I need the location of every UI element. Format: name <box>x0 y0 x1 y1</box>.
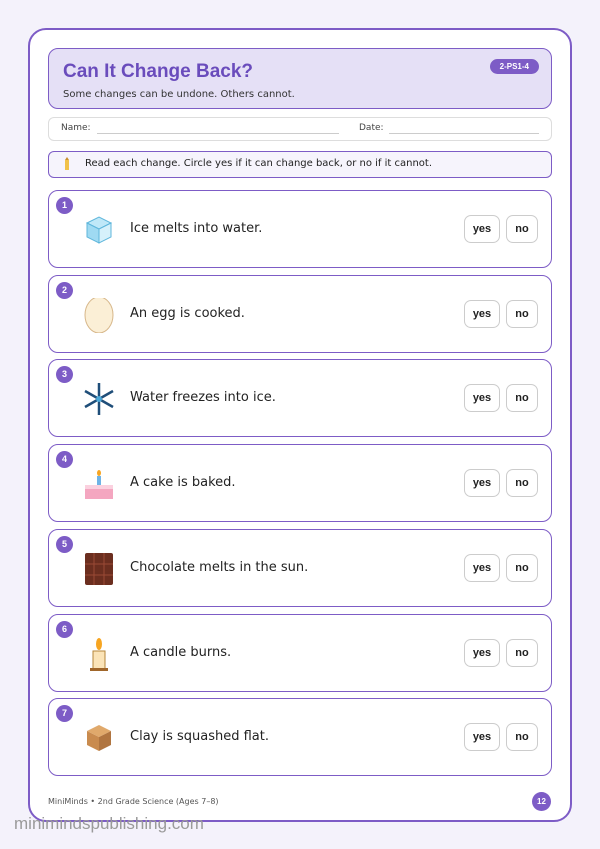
yes-button[interactable]: yes <box>464 723 500 752</box>
no-button[interactable]: no <box>506 553 538 582</box>
item-card: 5 Chocolate melts in the sun. yes no <box>48 528 552 607</box>
item-icon <box>87 725 111 752</box>
fields: Name: Date: <box>48 117 552 141</box>
item-icon <box>85 216 113 244</box>
watermark: minimindspublishing.com <box>14 814 204 833</box>
yes-button[interactable]: yes <box>464 638 500 667</box>
yes-button[interactable]: yes <box>464 553 500 582</box>
item-icon <box>85 552 113 585</box>
instruction-box: Read each change. Circle yes if it can c… <box>48 151 552 178</box>
page-number: 12 <box>532 792 551 811</box>
item-number: 7 <box>56 705 73 723</box>
subtitle: Some changes can be undone. Others canno… <box>63 89 295 100</box>
item-text: Clay is squashed flat. <box>130 729 270 745</box>
date-line <box>389 133 539 134</box>
item-card: 3 Water freezes into ice. yes no <box>48 359 552 438</box>
instruction: Read each change. Circle yes if it can c… <box>85 158 432 169</box>
item-number: 3 <box>56 366 73 384</box>
item-text: An egg is cooked. <box>130 305 245 321</box>
yes-button[interactable]: yes <box>464 469 500 498</box>
yes-button[interactable]: yes <box>464 299 500 328</box>
footer-credit: MiniMinds • 2nd Grade Science (Ages 7–8) <box>48 797 219 806</box>
item-icon <box>85 470 113 500</box>
item-card: 6 A candle burns. yes no <box>48 613 552 692</box>
yes-button[interactable]: yes <box>464 215 500 243</box>
item-number: 6 <box>56 620 73 638</box>
badge: 2-PS1-4 <box>489 59 539 74</box>
item-icon <box>84 297 114 333</box>
date-label: Date: <box>359 123 384 133</box>
item-text: Ice melts into water. <box>130 221 263 236</box>
item-icon <box>84 383 114 416</box>
name-line <box>97 133 339 134</box>
item-number: 4 <box>56 451 73 469</box>
item-card: 4 A cake is baked. yes no <box>48 444 552 523</box>
item-text: A cake is baked. <box>130 475 236 491</box>
item-number: 5 <box>56 535 73 553</box>
item-card: 2 An egg is cooked. yes no <box>48 274 552 353</box>
item-icon <box>90 637 108 671</box>
name-label: Name: <box>61 123 91 133</box>
item-text: A candle burns. <box>130 644 232 660</box>
item-text: Water freezes into ice. <box>130 390 276 406</box>
no-button[interactable]: no <box>506 723 538 752</box>
item-card: 7 Clay is squashed flat. yes no <box>48 698 552 777</box>
pencil-icon <box>65 157 69 170</box>
no-button[interactable]: no <box>506 384 538 413</box>
no-button[interactable]: no <box>506 469 538 498</box>
no-button[interactable]: no <box>506 299 538 328</box>
item-text: Chocolate melts in the sun. <box>130 559 309 575</box>
yes-button[interactable]: yes <box>464 384 500 413</box>
header: Can It Change Back? Some changes can be … <box>48 48 552 109</box>
item-card: 1 Ice melts into water. yes no <box>48 190 552 268</box>
title: Can It Change Back? <box>63 61 254 82</box>
no-button[interactable]: no <box>506 638 538 667</box>
no-button[interactable]: no <box>506 215 538 243</box>
item-number: 2 <box>56 281 73 299</box>
item-number: 1 <box>56 197 73 214</box>
